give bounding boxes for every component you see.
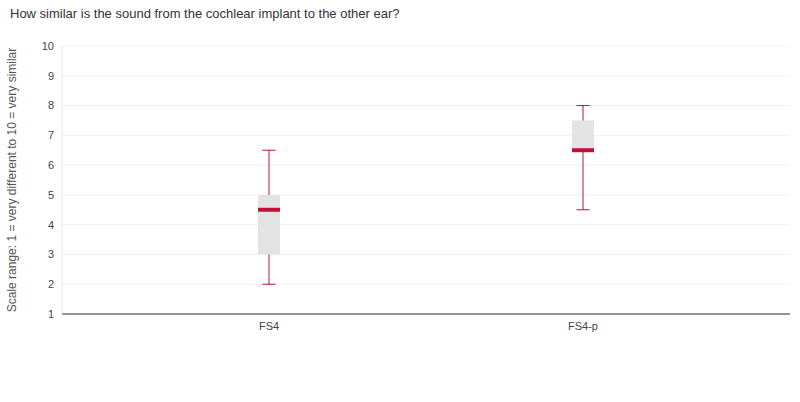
svg-text:FS4-p: FS4-p	[568, 320, 598, 332]
svg-text:1: 1	[48, 308, 54, 320]
html-text:How similar is the sound from: How similar is the sound from the cochle…	[10, 6, 400, 21]
svg-text:6: 6	[48, 159, 54, 171]
svg-text:4: 4	[48, 219, 54, 231]
svg-text:2: 2	[48, 278, 54, 290]
svg-text:8: 8	[48, 99, 54, 111]
svg-text:5: 5	[48, 189, 54, 201]
svg-text:10: 10	[42, 40, 54, 52]
svg-text:Scale range: 1 = very differen: Scale range: 1 = very different to 10 = …	[8, 48, 19, 313]
svg-text:FS4: FS4	[259, 320, 279, 332]
svg-text:9: 9	[48, 70, 54, 82]
svg-text:7: 7	[48, 129, 54, 141]
svg-text:3: 3	[48, 248, 54, 260]
